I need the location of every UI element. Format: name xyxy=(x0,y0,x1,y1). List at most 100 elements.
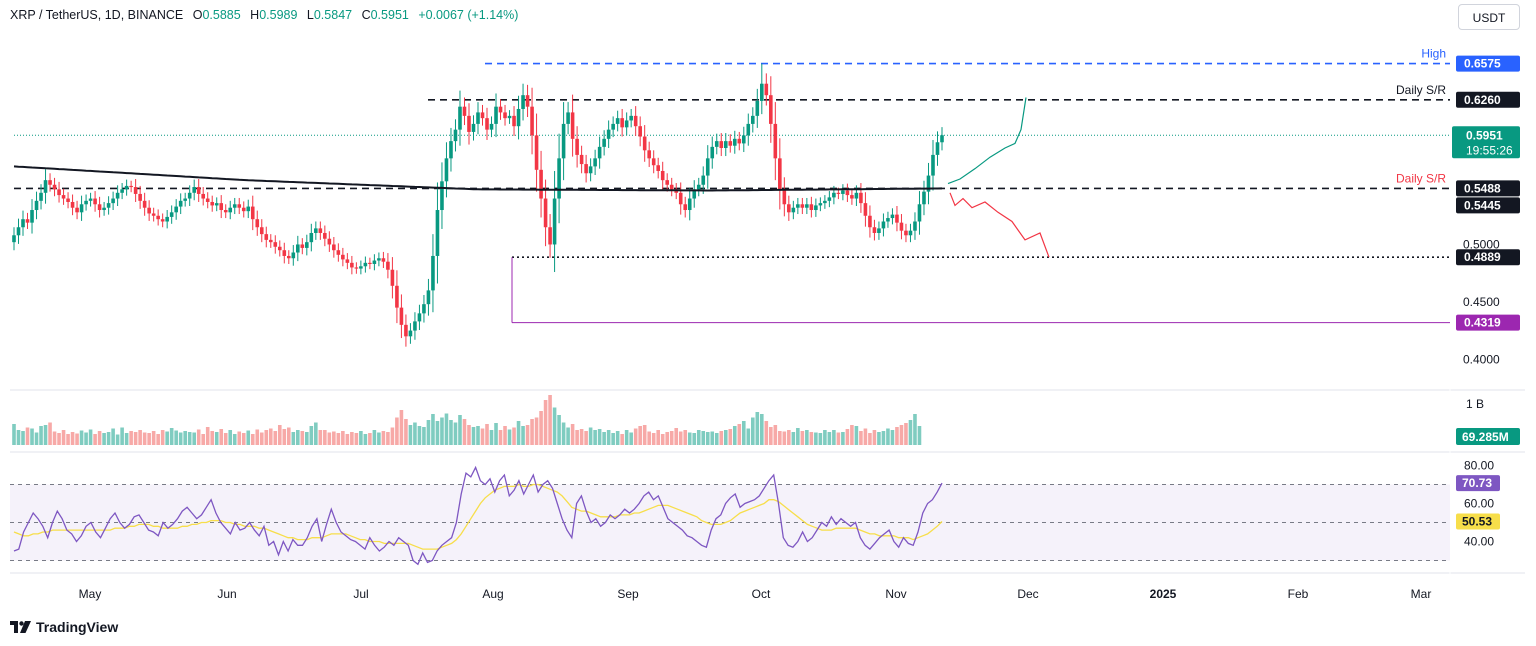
candle-body xyxy=(259,227,264,235)
candle-body xyxy=(570,112,575,139)
time-axis-label: Nov xyxy=(885,587,906,601)
volume-bar xyxy=(156,434,160,445)
candle-body xyxy=(678,192,683,205)
candle-body xyxy=(368,262,372,264)
candle-body xyxy=(422,304,426,314)
volume-bar xyxy=(354,433,359,445)
price-level-label: 0.6260 xyxy=(1464,93,1501,107)
tradingview-logo-icon xyxy=(10,621,31,633)
candle-body xyxy=(250,206,255,220)
rsi-ma-badge xyxy=(1456,513,1500,530)
volume-bar xyxy=(250,434,255,445)
candle-body xyxy=(732,138,737,146)
candle-body xyxy=(93,198,97,205)
volume-bar xyxy=(390,427,395,445)
rsi-line xyxy=(13,465,943,566)
volume-bar xyxy=(539,411,543,445)
tradingview-logo[interactable]: TradingView xyxy=(10,619,118,635)
volume-bar xyxy=(548,395,552,445)
candle-body xyxy=(764,83,769,96)
candle-body xyxy=(868,215,872,228)
candle-body xyxy=(908,230,913,236)
volume-bar xyxy=(732,426,737,445)
volume-bar xyxy=(633,428,638,445)
volume-bar xyxy=(196,429,201,445)
price-level-badge xyxy=(1456,249,1520,266)
candle-body xyxy=(782,189,787,205)
candle-body xyxy=(435,210,440,256)
tradingview-wordmark: TradingView xyxy=(36,619,119,635)
volume-bar xyxy=(84,432,88,445)
time-axis-label: Jul xyxy=(353,587,368,601)
candle-body xyxy=(836,192,841,194)
candle-body xyxy=(241,207,246,212)
candle-body xyxy=(377,258,381,261)
volume-bar xyxy=(899,425,904,445)
low-label: L xyxy=(306,8,314,22)
volume-bar xyxy=(350,432,354,445)
volume-bar xyxy=(332,431,336,445)
volume-bar xyxy=(205,427,210,445)
candle-body xyxy=(823,200,827,204)
volume-bar xyxy=(39,426,43,445)
volume-bar xyxy=(854,426,859,445)
candle-body xyxy=(187,192,192,199)
volume-bar xyxy=(21,431,25,445)
candle-body xyxy=(291,252,296,259)
volume-bar xyxy=(70,432,75,445)
volume-bar xyxy=(687,432,692,445)
candle-body xyxy=(719,141,724,149)
volume-bar xyxy=(714,433,719,445)
candle-body xyxy=(336,250,341,255)
candle-body xyxy=(778,158,782,190)
volume-bar xyxy=(534,417,539,445)
candle-body xyxy=(832,192,836,198)
volume-bar xyxy=(440,417,444,445)
candle-body xyxy=(845,190,850,196)
volume-bar xyxy=(75,433,79,445)
currency-button[interactable]: USDT xyxy=(1458,4,1520,30)
volume-bar xyxy=(890,430,895,445)
rsi-tick-label: 40.00 xyxy=(1464,535,1494,549)
volume-bar xyxy=(570,424,575,445)
volume-bar xyxy=(273,431,278,445)
price-level-badge xyxy=(1456,197,1520,214)
candle-body xyxy=(79,204,84,213)
candle-body xyxy=(931,154,935,176)
volume-bar xyxy=(705,432,710,445)
volume-bar xyxy=(372,430,377,445)
candle-body xyxy=(399,307,404,325)
candle-body xyxy=(687,198,692,211)
volume-bar xyxy=(723,430,728,445)
volume-bar xyxy=(178,432,183,445)
volume-bar xyxy=(836,432,841,445)
volume-bar xyxy=(282,429,287,445)
price-tick-label: 0.4500 xyxy=(1463,295,1500,309)
candle-body xyxy=(926,175,931,192)
volume-bar xyxy=(561,422,566,445)
candle-body xyxy=(895,214,899,223)
volume-bar xyxy=(642,425,647,445)
volume-bar xyxy=(530,419,534,445)
volume-bar xyxy=(368,433,372,445)
volume-bar xyxy=(913,414,917,445)
candle-body xyxy=(485,118,489,130)
candle-body xyxy=(268,239,273,243)
close-value: 0.5951 xyxy=(370,8,409,22)
volume-bar xyxy=(52,431,57,445)
candle-body xyxy=(264,234,269,240)
candle-body xyxy=(318,228,323,233)
candle-body xyxy=(769,95,773,124)
candle-body xyxy=(588,166,593,174)
symbol-legend: XRP / TetherUS, 1D, BINANCE O0.5885 H0.5… xyxy=(10,8,518,22)
volume-bar xyxy=(809,432,814,445)
close-label: C xyxy=(361,8,371,22)
volume-bar xyxy=(868,433,872,445)
candle-body xyxy=(48,180,52,185)
candle-body xyxy=(277,246,282,251)
candle-body xyxy=(363,262,368,267)
candle-body xyxy=(210,201,215,206)
time-axis-label: Sep xyxy=(617,587,639,601)
volume-bar xyxy=(345,434,350,445)
